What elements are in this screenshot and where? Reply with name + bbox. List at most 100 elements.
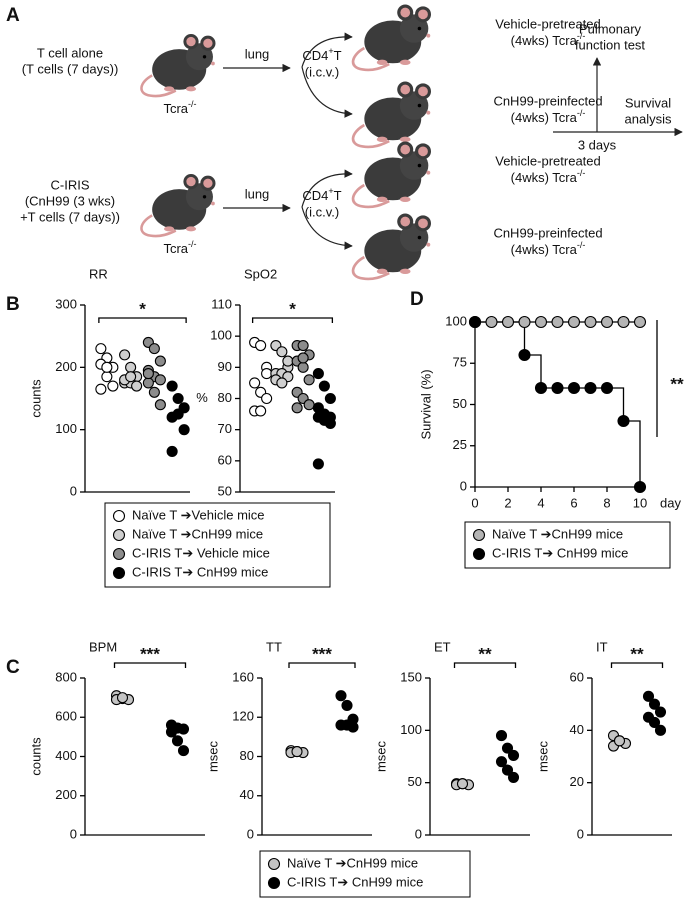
- data-point: [485, 315, 498, 329]
- legend-label: Naïve T ➔Vehicle mice: [132, 507, 265, 522]
- data-point: [166, 380, 178, 392]
- data-point: [341, 699, 353, 712]
- y-axis-label: Survival (%): [418, 369, 433, 439]
- recipient-duration-part: (4wks) Tcra: [511, 33, 578, 48]
- y-axis-label: msec: [205, 740, 220, 772]
- data-point: [148, 343, 160, 355]
- data-point: [642, 690, 655, 702]
- x-tick-label: 0: [471, 495, 478, 510]
- recipient-duration: (4wks) Tcra-/-: [511, 240, 586, 257]
- y-tick-label: 0: [70, 483, 77, 498]
- y-tick-label: 25: [453, 437, 467, 452]
- data-point: [148, 386, 160, 398]
- survival-line: [475, 321, 641, 487]
- legend-box: [464, 521, 671, 569]
- significance-label: ***: [312, 644, 332, 663]
- strain-label-part: -/-: [188, 239, 197, 249]
- data-point: [95, 383, 107, 395]
- data-point: [567, 381, 581, 395]
- group-label: T cell alone: [37, 45, 103, 60]
- recipient-mouse: [351, 140, 433, 209]
- legend-label: Naïve T ➔CnH99 mice: [492, 526, 623, 541]
- group-label: C-IRIS: [51, 177, 90, 192]
- significance-bracket: [288, 662, 356, 668]
- y-tick-label: 0: [577, 826, 584, 841]
- data-point: [501, 764, 514, 776]
- data-point: [154, 399, 166, 411]
- y-tick-label: 300: [55, 296, 77, 311]
- data-point: [154, 374, 166, 386]
- data-point: [551, 315, 564, 329]
- significance-label: *: [139, 299, 146, 318]
- y-axis-label: counts: [28, 737, 43, 776]
- data-point: [495, 730, 508, 742]
- recipient-duration-part: (4wks) Tcra: [511, 170, 578, 185]
- readout-label: Survival: [625, 95, 671, 110]
- data-point: [297, 361, 309, 373]
- recipient-treatment: Vehicle-pretreated: [495, 153, 601, 168]
- data-point: [282, 355, 294, 367]
- y-tick-label: 600: [55, 709, 77, 724]
- data-point: [177, 745, 190, 757]
- data-point: [600, 381, 614, 395]
- y-tick-label: 20: [570, 774, 584, 789]
- data-point: [276, 346, 288, 358]
- significance-bracket: [610, 662, 664, 668]
- y-axis-label: msec: [535, 740, 550, 772]
- data-point: [303, 399, 315, 411]
- data-point: [95, 343, 107, 355]
- data-point: [297, 339, 309, 352]
- x-tick-label: 8: [603, 495, 610, 510]
- cells-label-part: T: [334, 188, 342, 203]
- donor-mouse: [140, 172, 217, 238]
- data-point: [131, 380, 143, 392]
- recipient-duration-part: -/-: [577, 31, 586, 41]
- y-tick-label: 75: [453, 355, 467, 370]
- legend-label: C-IRIS T➔ CnH99 mice: [287, 874, 423, 889]
- data-point: [165, 726, 178, 738]
- panel-label: D: [410, 289, 424, 310]
- donor-mouse: [140, 32, 217, 98]
- data-point: [495, 756, 508, 768]
- legend-label: C-IRIS T➔ CnH99 mice: [492, 545, 628, 560]
- data-point: [600, 315, 614, 329]
- significance-bracket: [98, 317, 187, 323]
- data-point: [551, 381, 564, 395]
- legend-label: C-IRIS T➔ CnH99 mice: [132, 564, 268, 579]
- data-point: [617, 414, 630, 428]
- readout-label: Pulmonary: [579, 21, 642, 36]
- legend-swatch: [267, 857, 281, 871]
- data-point: [584, 315, 597, 329]
- data-point: [312, 368, 324, 380]
- data-point: [648, 716, 661, 729]
- legend-swatch: [472, 547, 486, 561]
- strain-label-part: Tcra: [163, 101, 188, 116]
- data-point: [654, 706, 667, 718]
- data-point: [291, 402, 303, 414]
- y-tick-label: 90: [218, 359, 232, 374]
- data-point: [172, 408, 184, 420]
- route-label: lung: [245, 46, 270, 61]
- cells-label-part: T: [334, 48, 342, 63]
- data-point: [534, 315, 548, 329]
- y-tick-label: 110: [211, 296, 232, 311]
- injection-label: (i.c.v.): [305, 204, 339, 219]
- data-point: [468, 315, 482, 329]
- significance-bracket: [113, 662, 187, 668]
- y-tick-label: 60: [570, 669, 584, 684]
- y-tick-label: 50: [408, 774, 422, 789]
- recipient-mouse: [351, 3, 433, 72]
- data-point: [518, 348, 531, 362]
- legend-swatch: [112, 547, 126, 561]
- y-tick-label: 60: [218, 452, 232, 467]
- data-point: [255, 339, 267, 352]
- recipient-mouse: [351, 80, 433, 149]
- recipient-duration-part: -/-: [577, 108, 586, 118]
- recipient-duration: (4wks) Tcra-/-: [511, 168, 586, 185]
- data-point: [116, 692, 129, 704]
- recipient-duration: (4wks) Tcra-/-: [511, 108, 586, 125]
- data-point: [249, 377, 261, 389]
- data-point: [101, 361, 113, 373]
- data-point: [567, 315, 581, 329]
- y-tick-label: 100: [55, 421, 77, 436]
